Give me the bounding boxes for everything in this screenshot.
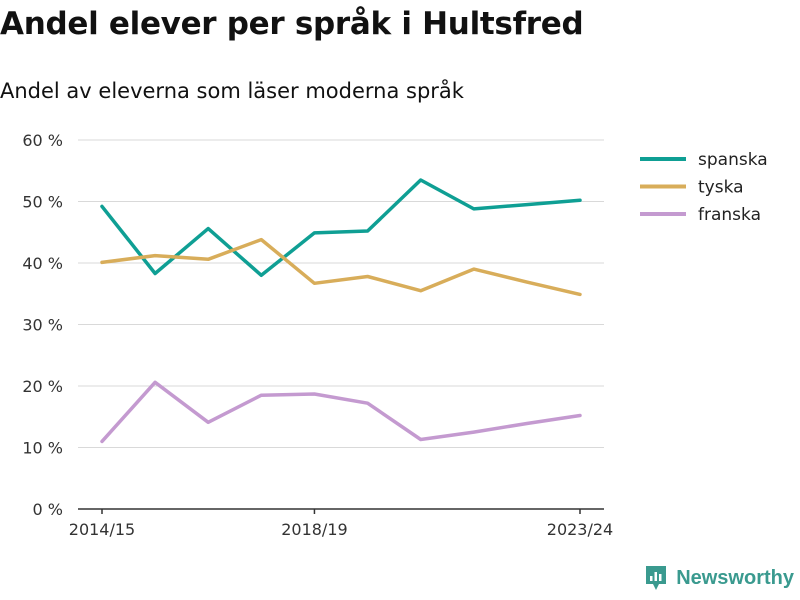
y-tick-label: 20 % <box>22 377 63 396</box>
legend-label-tyska: tyska <box>698 178 744 198</box>
series-line-franska <box>100 380 582 444</box>
y-tick-label: 50 % <box>22 193 63 212</box>
series-line-spanska <box>100 178 582 278</box>
y-tick-label: 30 % <box>22 316 63 335</box>
legend-label-spanska: spanska <box>698 150 768 170</box>
legend-label-franska: franska <box>698 205 761 225</box>
y-tick-label: 10 % <box>22 439 63 458</box>
x-tick-label: 2014/15 <box>69 520 135 539</box>
chart-subtitle: Andel av eleverna som läser moderna språ… <box>0 79 464 103</box>
brand-logo: Newsworthy <box>644 564 794 592</box>
x-tick-label: 2023/24 <box>547 520 613 539</box>
x-tick-label: 2018/19 <box>281 520 347 539</box>
y-tick-label: 60 % <box>22 131 63 150</box>
series-line-tyska <box>100 237 582 297</box>
y-tick-label: 0 % <box>33 500 63 519</box>
chart-title: Andel elever per språk i Hultsfred <box>0 6 584 42</box>
newsworthy-logo-icon <box>646 566 667 590</box>
brand-name: Newsworthy <box>676 566 794 589</box>
y-tick-label: 40 % <box>22 254 63 273</box>
